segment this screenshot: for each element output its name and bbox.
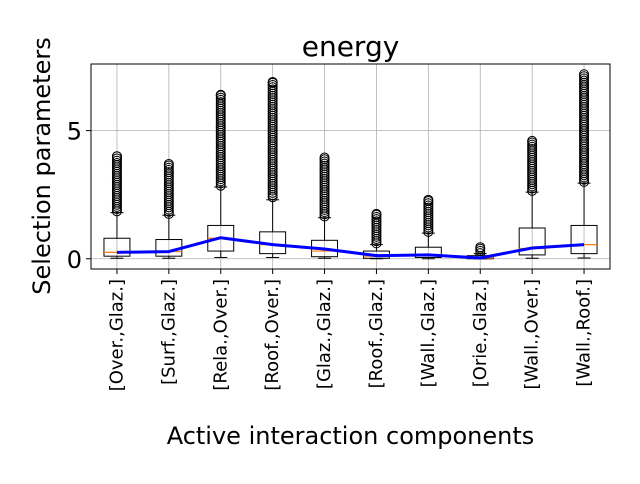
x-tick-label: [Wall.,Roof.]: [574, 279, 595, 387]
outlier-point: [319, 160, 330, 171]
outlier-point: [163, 167, 174, 178]
x-axis-label: Active interaction components: [167, 422, 535, 450]
outlier-point: [319, 156, 330, 167]
box-group: [259, 76, 287, 258]
outlier-point: [527, 139, 538, 150]
outlier-point: [371, 214, 382, 225]
outlier-point: [527, 144, 538, 155]
x-tick-label: [Surf.,Glaz.]: [158, 279, 179, 385]
outlier-point: [527, 141, 538, 152]
x-tick-label: [Glaz.,Glaz.]: [314, 279, 335, 389]
outlier-point: [371, 208, 382, 219]
box-group: [518, 135, 546, 259]
x-tick-label: [Wall.,Glaz.]: [418, 279, 439, 387]
outlier-point: [215, 94, 226, 105]
x-tick-label: [Roof.,Over.]: [262, 279, 283, 391]
outlier-point: [527, 135, 538, 146]
mean-line-layer: [116, 236, 585, 260]
outlier-point: [579, 75, 590, 86]
box-group: [570, 69, 598, 259]
outlier-point: [319, 158, 330, 169]
outlier-point: [111, 157, 122, 168]
outlier-point: [215, 89, 226, 100]
outlier-point: [163, 162, 174, 173]
outlier-point: [111, 155, 122, 166]
outlier-point: [267, 84, 278, 95]
outlier-point: [163, 158, 174, 169]
box-body: [518, 227, 546, 256]
box-group: [466, 242, 494, 260]
outlier-point: [579, 73, 590, 84]
box-body: [414, 246, 442, 258]
outlier-point: [163, 164, 174, 175]
outlier-point: [267, 76, 278, 87]
y-axis-label: Selection parameters: [28, 37, 56, 294]
outlier-point: [579, 69, 590, 80]
outlier-point: [111, 151, 122, 162]
outlier-point: [475, 242, 486, 253]
outlier-point: [267, 80, 278, 91]
x-tick-label: [Over.,Glaz.]: [106, 279, 127, 391]
outlier-point: [423, 200, 434, 211]
outlier-point: [111, 153, 122, 164]
x-tick-label: [Roof.,Glaz.]: [366, 279, 387, 388]
outlier-point: [423, 202, 434, 213]
box-group: [103, 151, 131, 259]
outlier-point: [215, 97, 226, 108]
outlier-point: [215, 92, 226, 103]
y-tick-label: 5: [67, 118, 82, 146]
outlier-point: [267, 82, 278, 93]
outlier-point: [319, 152, 330, 163]
outlier-point: [423, 198, 434, 209]
plot-frame: [90, 63, 611, 270]
y-tick-label: 0: [67, 246, 82, 274]
outlier-point: [423, 194, 434, 205]
box-group: [207, 89, 235, 258]
outlier-point: [371, 216, 382, 227]
x-tick-label: [Rela.,Over.]: [210, 279, 231, 391]
mean-line: [116, 236, 585, 260]
x-tick-label: [Wall.,Over.]: [522, 279, 543, 390]
box-group: [155, 158, 183, 259]
outlier-point: [475, 245, 486, 256]
chart-title: energy: [302, 30, 400, 63]
box-body: [570, 224, 598, 255]
outlier-point: [371, 211, 382, 222]
box-body: [103, 237, 131, 257]
axis-layer: 0 5 [Over.,Glaz.] [Surf.,Glaz.] [Rela.,Over.…: [67, 118, 595, 392]
box-layer: [103, 69, 598, 260]
x-tick-label: [Orie.,Glaz.]: [470, 279, 491, 387]
box-group: [311, 152, 339, 259]
